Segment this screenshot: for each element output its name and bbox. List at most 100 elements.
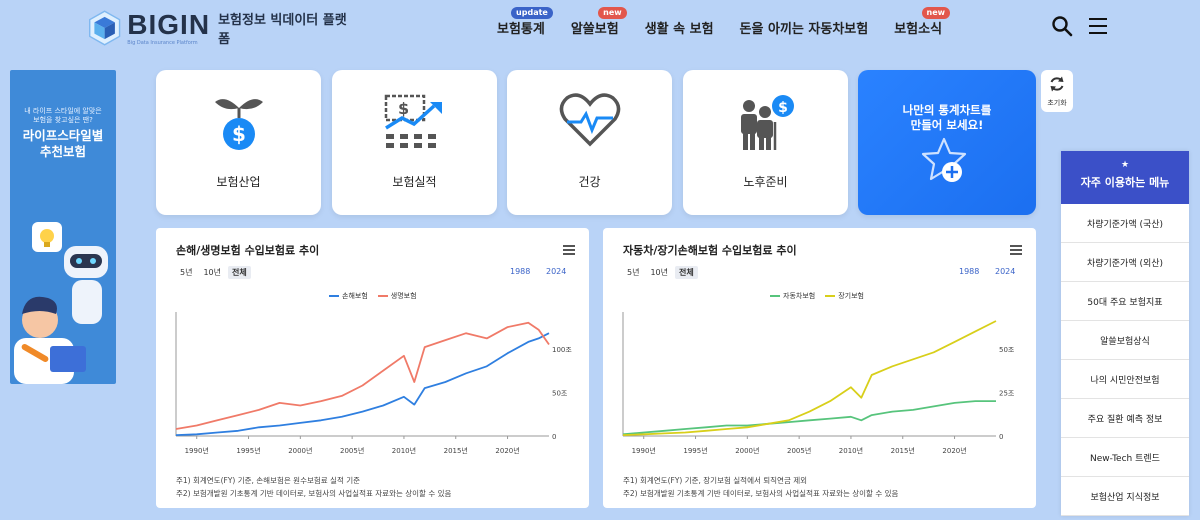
chart-menu-icon[interactable]	[1010, 245, 1022, 255]
legend-label: 장기보험	[838, 292, 864, 300]
x-tick-label: 2000년	[288, 446, 312, 455]
card-insurance-industry[interactable]: $ 보험산업	[156, 70, 321, 215]
money-plant-icon: $	[214, 99, 263, 150]
x-tick-label: 2015년	[891, 446, 915, 455]
y-tick-label: 100조	[552, 346, 572, 354]
y-tick-label: 0	[999, 433, 1003, 441]
year-to[interactable]: 2024	[995, 267, 1016, 276]
range-10y[interactable]: 10년	[650, 268, 668, 277]
banner-big-2: 추천보험	[39, 144, 86, 159]
nav-label: 돈을 아끼는 자동차보험	[739, 22, 869, 37]
reset-button[interactable]: 초기화	[1041, 70, 1073, 112]
reset-label: 초기화	[1047, 99, 1067, 107]
legend-item[interactable]: 생명보험	[377, 291, 417, 301]
range-10y[interactable]: 10년	[203, 268, 221, 277]
y-tick-label: 0	[552, 433, 556, 441]
chart-note: 주2) 보험개발원 기초통계 기반 데이터로, 보험사의 사업실적표 자료와는 …	[176, 489, 452, 498]
chart-legend: 자동차보험 장기보험	[770, 291, 874, 301]
series-line[interactable]	[175, 321, 550, 430]
range-5y[interactable]: 5년	[180, 268, 193, 277]
svg-text:$: $	[398, 99, 409, 118]
svg-text:$: $	[778, 100, 788, 116]
card-retirement[interactable]: $ 노후준비	[683, 70, 848, 215]
growth-chart-icon: $	[384, 94, 442, 148]
menu-item-50-indicators[interactable]: 50대 주요 보험지표	[1061, 282, 1189, 321]
line-chart: 0 50조 100조 1990년 1995년 2000년 2005년 2010년 2015년 20…	[175, 312, 572, 455]
menu-item-insurance-tips[interactable]: 알쓸보험상식	[1061, 321, 1189, 360]
main-nav: 보험통계 update 알쓸보험 new 생활 속 보험 돈을 아끼는 자동차보험 …	[497, 7, 968, 37]
svg-text:$: $	[232, 122, 246, 146]
series-line[interactable]	[622, 400, 996, 436]
menu-item-knowledge[interactable]: 보험산업 지식정보	[1061, 477, 1189, 516]
x-tick-label: 2005년	[340, 446, 364, 455]
brand-sub: Big Data Insurance Platform	[127, 39, 198, 46]
nav-label: 보험통계	[497, 22, 545, 37]
x-tick-label: 1995년	[236, 446, 260, 455]
nav-item-news[interactable]: 보험소식 new	[894, 7, 951, 37]
brand-desc: 보험정보 빅데이터 플랫폼	[218, 13, 347, 47]
nav-item-stats[interactable]: 보험통계 update	[497, 7, 553, 37]
series-line[interactable]	[622, 320, 997, 436]
custom-chart-cta[interactable]: 나만의 통계차트를 만들어 보세요!	[858, 70, 1036, 215]
card-label: 건강	[578, 175, 601, 189]
chart-panel-auto-long-term: 자동차/장기손해보험 수입보험료 추이 5년 10년 전체 1988 2024 …	[603, 228, 1036, 508]
card-insurance-performance[interactable]: $ 보험실적	[332, 70, 497, 215]
range-5y[interactable]: 5년	[627, 268, 640, 277]
legend-item[interactable]: 자동차보험	[770, 291, 815, 301]
x-tick-label: 2020년	[495, 446, 519, 455]
line-chart: 0 25조 50조 1990년 1995년 2000년 2005년 2010년 2015년 202…	[622, 312, 1015, 455]
x-tick-label: 2010년	[839, 446, 863, 455]
card-label: 노후준비	[743, 175, 788, 189]
legend-label: 생명보험	[390, 292, 417, 300]
y-tick-label: 50조	[999, 346, 1015, 354]
chart-legend: 손해보험 생명보험	[329, 291, 427, 301]
banner-small-2: 보험을 찾고싶은 땐?	[33, 116, 93, 124]
new-badge: new	[921, 7, 951, 19]
banner-small-1: 내 라이프 스타일에 알맞은	[24, 107, 102, 115]
nav-label: 생활 속 보험	[644, 22, 714, 37]
card-label: 보험실적	[392, 175, 437, 189]
frequent-menu-header: ★ 자주 이용하는 메뉴	[1061, 151, 1189, 204]
nav-item-life[interactable]: 생활 속 보험	[645, 18, 714, 37]
menu-item-car-value-import[interactable]: 차량기준가액 (외산)	[1061, 243, 1189, 282]
legend-item[interactable]: 손해보험	[329, 291, 368, 301]
star-icon: ★	[1120, 160, 1130, 170]
legend-label: 자동차보험	[783, 292, 816, 300]
hamburger-menu-icon[interactable]	[1087, 15, 1109, 37]
nav-item-tips[interactable]: 알쓸보험 new	[570, 7, 627, 37]
card-health[interactable]: 건강	[507, 70, 672, 215]
year-from[interactable]: 1988	[959, 267, 980, 276]
range-all[interactable]: 전체	[675, 266, 698, 279]
x-tick-label: 2005년	[787, 446, 811, 455]
range-all[interactable]: 전체	[228, 266, 251, 279]
chart-panel-life-nonlife: 손해/생명보험 수입보험료 추이 5년 10년 전체 1988 2024 손해보…	[156, 228, 589, 508]
year-from[interactable]: 1988	[510, 267, 531, 276]
card-label: 보험산업	[216, 175, 261, 189]
menu-item-citizen-safety[interactable]: 나의 시민안전보험	[1061, 360, 1189, 399]
elderly-money-icon: $	[740, 95, 794, 150]
chart-note: 주1) 회계연도(FY) 기준, 장기보험 실적에서 퇴직연금 제외	[623, 476, 808, 485]
new-badge: new	[598, 7, 627, 19]
x-tick-label: 1990년	[632, 446, 656, 455]
robot-illustration	[14, 222, 108, 384]
series-line[interactable]	[175, 332, 550, 436]
logo-cube-icon	[89, 10, 121, 46]
search-icon[interactable]	[1051, 15, 1073, 37]
x-tick-label: 2010년	[392, 446, 416, 455]
x-tick-label: 1995년	[683, 446, 707, 455]
nav-item-car[interactable]: 돈을 아끼는 자동차보험	[740, 18, 869, 37]
panel-title: 손해/생명보험 수입보험료 추이	[176, 244, 320, 257]
menu-item-disease-forecast[interactable]: 주요 질환 예측 정보	[1061, 399, 1189, 438]
logo[interactable]: BIGIN Big Data Insurance Platform 보험정보 빅…	[86, 8, 356, 48]
menu-item-newtech[interactable]: New-Tech 트렌드	[1061, 438, 1189, 477]
lifestyle-banner[interactable]: 내 라이프 스타일에 알맞은 보험을 찾고싶은 땐? 라이프스타일별 추천보험	[10, 70, 116, 384]
menu-item-car-value-domestic[interactable]: 차량기준가액 (국산)	[1061, 204, 1189, 243]
legend-item[interactable]: 장기보험	[825, 291, 864, 301]
year-to[interactable]: 2024	[546, 267, 567, 276]
nav-label: 알쓸보험	[570, 22, 619, 37]
chart-menu-icon[interactable]	[563, 245, 575, 255]
panel-title: 자동차/장기손해보험 수입보험료 추이	[623, 244, 797, 257]
star-plus-icon	[921, 137, 967, 182]
legend-label: 손해보험	[342, 292, 368, 300]
x-tick-label: 1990년	[185, 446, 209, 455]
